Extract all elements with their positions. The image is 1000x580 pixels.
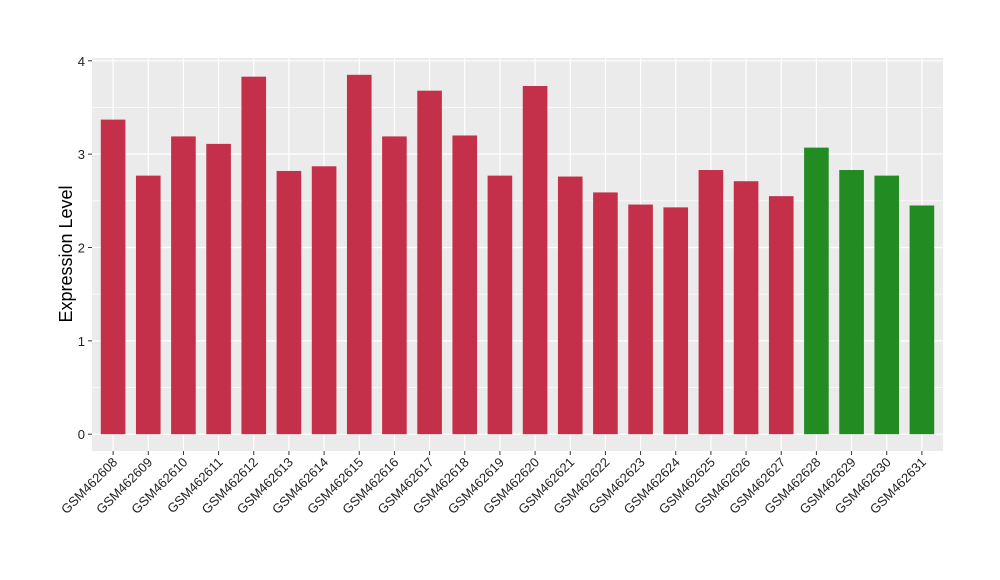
y-tick-label: 1 [78, 334, 85, 349]
bar-GSM462625 [698, 170, 724, 435]
bar-GSM462621 [557, 176, 583, 435]
bar-GSM462623 [628, 204, 653, 435]
bar-GSM462622 [593, 192, 618, 435]
bar-GSM462618 [452, 135, 478, 435]
bar-GSM462612 [241, 76, 267, 435]
y-tick-label: 2 [78, 240, 85, 255]
y-tick-label: 4 [78, 54, 85, 69]
bar-GSM462610 [171, 136, 196, 435]
bar-GSM462616 [382, 136, 407, 435]
y-axis: 0 1 2 3 4 [78, 54, 92, 442]
bar-GSM462609 [135, 175, 161, 435]
bar-GSM462615 [346, 74, 372, 435]
bars [100, 74, 935, 435]
bar-GSM462617 [417, 90, 442, 435]
bar-GSM462628 [804, 147, 829, 435]
minor-gridlines [92, 107, 943, 388]
y-axis-title: Expression Level [56, 185, 76, 322]
bar-GSM462624 [663, 207, 689, 435]
bar-GSM462630 [874, 175, 900, 435]
bar-GSM462614 [311, 166, 337, 435]
bar-GSM462627 [768, 196, 794, 435]
bar-GSM462626 [733, 181, 759, 435]
bar-GSM462631 [909, 205, 935, 435]
y-tick-label: 3 [78, 147, 85, 162]
x-axis: GSM462608GSM462609GSM462610GSM462611GSM4… [58, 451, 929, 517]
bar-GSM462611 [206, 143, 231, 435]
bar-GSM462608 [100, 119, 126, 435]
bar-GSM462629 [839, 170, 864, 435]
bar-GSM462620 [522, 86, 548, 435]
y-tick-label: 0 [78, 427, 85, 442]
bar-GSM462619 [487, 175, 513, 435]
plot-panel [92, 58, 943, 451]
bar-GSM462613 [276, 170, 302, 435]
